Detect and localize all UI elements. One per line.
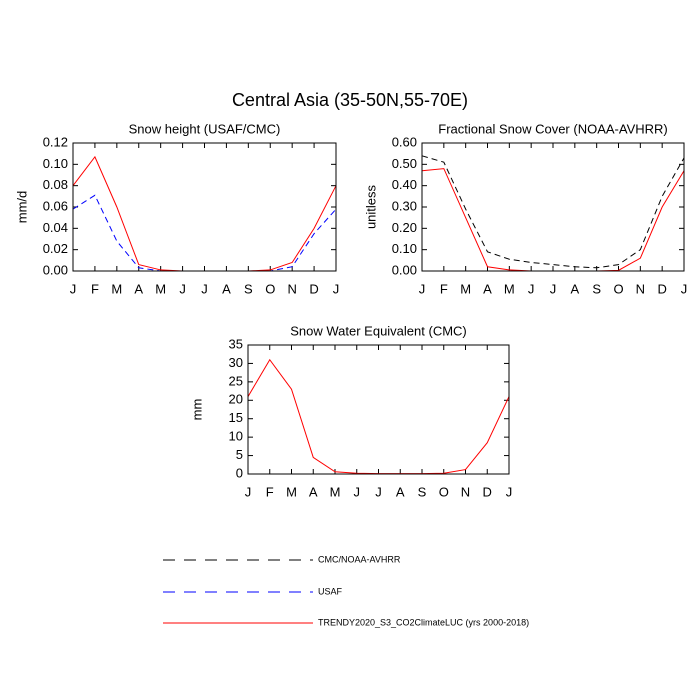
legend-label: USAF	[318, 586, 343, 596]
legend-label: CMC/NOAA-AVHRR	[318, 554, 401, 564]
x-tick-label: N	[287, 281, 296, 296]
x-tick-label: J	[528, 281, 535, 296]
x-tick-label: J	[201, 281, 208, 296]
plot-frame	[72, 142, 337, 272]
series-line	[72, 194, 337, 272]
x-tick-label: M	[460, 281, 471, 296]
y-tick-label: 0.20	[392, 220, 417, 235]
y-tick-label: 0.00	[43, 262, 68, 277]
x-tick-label: J	[375, 484, 382, 499]
x-tick-label: M	[330, 484, 341, 499]
x-tick-label: A	[570, 281, 579, 296]
y-tick-label: 0.30	[392, 198, 417, 213]
y-tick-label: 0.08	[43, 177, 68, 192]
y-tick-label: 10	[229, 429, 243, 444]
y-tick-label: 30	[229, 355, 243, 370]
y-tick-label: 35	[229, 336, 243, 351]
x-tick-label: J	[245, 484, 252, 499]
plot-frame	[247, 344, 510, 475]
y-tick-label: 0.04	[43, 220, 68, 235]
x-tick-label: M	[111, 281, 122, 296]
x-tick-label: O	[613, 281, 623, 296]
y-tick-label: 0.00	[392, 262, 417, 277]
y-tick-label: 0.40	[392, 177, 417, 192]
y-tick-label: 15	[229, 410, 243, 425]
plot-frame	[421, 142, 685, 272]
series-line	[247, 358, 510, 475]
x-tick-label: A	[396, 484, 405, 499]
y-tick-label: 0.60	[392, 134, 417, 149]
y-tick-label: 25	[229, 373, 243, 388]
chart-title: Fractional Snow Cover (NOAA-AVHRR)	[438, 121, 667, 136]
x-tick-label: A	[222, 281, 231, 296]
x-tick-label: A	[309, 484, 318, 499]
x-tick-label: N	[636, 281, 645, 296]
x-tick-label: J	[333, 281, 340, 296]
x-tick-label: S	[244, 281, 253, 296]
x-tick-label: S	[592, 281, 601, 296]
x-tick-label: J	[681, 281, 688, 296]
y-tick-label: 5	[236, 447, 243, 462]
x-tick-label: A	[483, 281, 492, 296]
series-line	[421, 168, 685, 272]
x-tick-label: J	[506, 484, 513, 499]
y-tick-label: 0	[236, 465, 243, 480]
x-tick-label: F	[440, 281, 448, 296]
series-line	[421, 155, 685, 269]
x-tick-label: F	[266, 484, 274, 499]
x-tick-label: M	[286, 484, 297, 499]
x-tick-label: O	[265, 281, 275, 296]
x-tick-label: S	[418, 484, 427, 499]
x-tick-label: J	[179, 281, 186, 296]
x-tick-label: J	[550, 281, 557, 296]
y-tick-label: 20	[229, 392, 243, 407]
y-tick-label: 0.02	[43, 241, 68, 256]
y-tick-label: 0.50	[392, 156, 417, 171]
x-tick-label: N	[461, 484, 470, 499]
x-tick-label: M	[155, 281, 166, 296]
x-tick-label: A	[134, 281, 143, 296]
series-line	[72, 155, 337, 272]
x-tick-label: M	[504, 281, 515, 296]
x-tick-label: J	[419, 281, 426, 296]
x-tick-label: D	[309, 281, 318, 296]
y-axis-label: mm	[189, 399, 204, 421]
y-axis-label: unitless	[363, 184, 378, 229]
y-tick-label: 0.10	[392, 241, 417, 256]
x-tick-label: F	[91, 281, 99, 296]
x-tick-label: D	[657, 281, 666, 296]
chart-title: Snow height (USAF/CMC)	[129, 121, 281, 136]
y-tick-label: 0.06	[43, 198, 68, 213]
legend-label: TRENDY2020_S3_CO2ClimateLUC (yrs 2000-20…	[318, 617, 529, 627]
y-tick-label: 0.12	[43, 134, 68, 149]
chart-title: Snow Water Equivalent (CMC)	[290, 323, 467, 338]
x-tick-label: O	[439, 484, 449, 499]
figure-title: Central Asia (35-50N,55-70E)	[232, 90, 468, 110]
x-tick-label: J	[354, 484, 361, 499]
y-axis-label: mm/d	[14, 191, 29, 224]
x-tick-label: J	[70, 281, 77, 296]
y-tick-label: 0.10	[43, 156, 68, 171]
x-tick-label: D	[483, 484, 492, 499]
